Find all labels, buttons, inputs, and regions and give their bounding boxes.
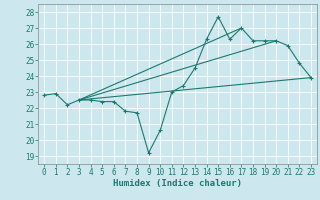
X-axis label: Humidex (Indice chaleur): Humidex (Indice chaleur): [113, 179, 242, 188]
